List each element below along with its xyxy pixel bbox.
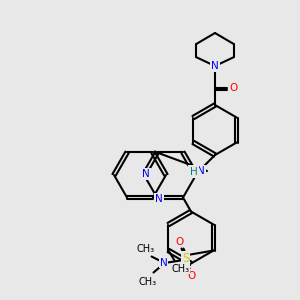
Text: H: H <box>189 166 197 176</box>
Text: N: N <box>142 169 150 179</box>
Text: N: N <box>155 194 163 203</box>
Text: CH₃: CH₃ <box>136 244 154 254</box>
Text: O: O <box>176 236 184 247</box>
Text: N: N <box>211 61 219 71</box>
Text: N: N <box>197 166 205 176</box>
Text: N: N <box>197 166 205 176</box>
Text: CH₃: CH₃ <box>139 277 157 286</box>
Text: CH₃: CH₃ <box>171 263 190 274</box>
Text: H: H <box>190 167 198 177</box>
Text: S: S <box>182 252 189 265</box>
Text: O: O <box>188 271 196 281</box>
Text: N: N <box>160 257 167 268</box>
Text: O: O <box>230 83 238 93</box>
